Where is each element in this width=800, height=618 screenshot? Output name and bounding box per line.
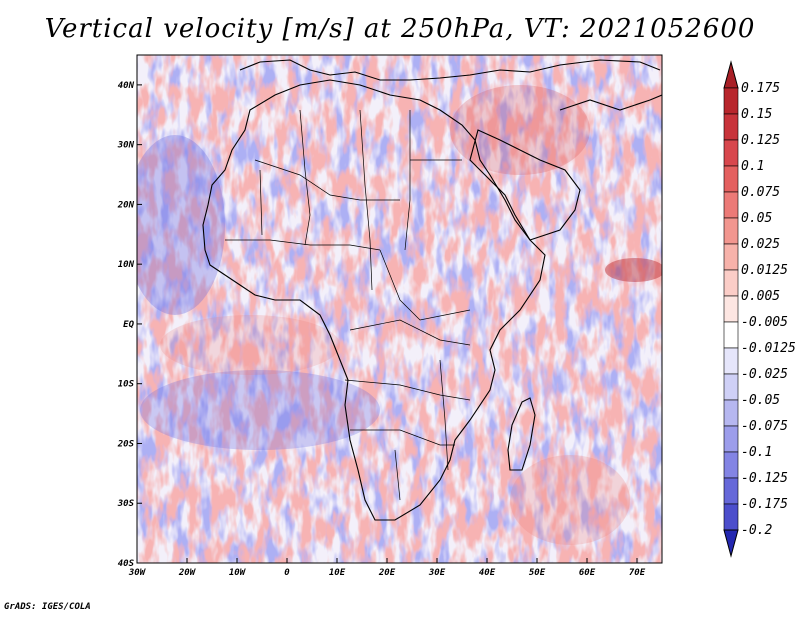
- colorbar-swatch: [723, 399, 739, 427]
- colorbar-label: 0.075: [741, 185, 780, 200]
- colorbar-swatch: [723, 87, 739, 115]
- colorbar-swatch: [723, 477, 739, 505]
- colorbar-swatch: [723, 373, 739, 401]
- colorbar-swatch: [723, 295, 739, 323]
- coastlines: [202, 59, 662, 521]
- y-tick-label: 40N: [118, 81, 135, 91]
- colorbar-label: -0.05: [741, 393, 780, 408]
- colorbar-swatch: [723, 243, 739, 271]
- y-tick-label: 40S: [118, 559, 135, 569]
- colorbar-label: 0.175: [741, 81, 780, 96]
- colorbar-label: 0.125: [741, 133, 780, 148]
- colorbar-label: 0.025: [741, 237, 780, 252]
- colorbar-swatch: [723, 451, 739, 479]
- x-tick-label: 10E: [329, 568, 346, 578]
- colorbar-swatch: [723, 347, 739, 375]
- colorbar-label: -0.025: [741, 367, 788, 382]
- x-tick-label: 60E: [579, 568, 596, 578]
- colorbar-swatch: [723, 425, 739, 453]
- colorbar-label: -0.005: [741, 315, 788, 330]
- y-tick-label: 20S: [117, 439, 135, 449]
- colorbar-label: 0.0125: [741, 263, 788, 278]
- colorbar-label: -0.0125: [741, 341, 796, 356]
- y-tick-label: 20N: [117, 200, 135, 210]
- colorbar-label: 0.005: [741, 289, 780, 304]
- x-tick-label: 50E: [529, 568, 546, 578]
- velocity-field: [137, 55, 662, 563]
- x-tick-label: 40E: [479, 568, 496, 578]
- colorbar-label: -0.2: [741, 523, 772, 538]
- colorbar-top-triangle: [723, 60, 739, 89]
- colorbar-swatch: [723, 113, 739, 141]
- y-tick-label: 10N: [118, 260, 135, 270]
- y-tick-label: 30S: [117, 499, 135, 509]
- map-title: Vertical velocity [m/s] at 250hPa, VT: 2…: [44, 14, 756, 44]
- colorbar-label: -0.075: [741, 419, 788, 434]
- plot-frame: [136, 54, 663, 564]
- x-tick-label: 10W: [229, 568, 247, 578]
- colorbar-swatch: [723, 191, 739, 219]
- y-tick-label: EQ: [123, 320, 134, 330]
- colorbar-label: -0.125: [741, 471, 788, 486]
- x-tick-label: 20E: [378, 568, 396, 578]
- x-tick-label: 70E: [629, 568, 646, 578]
- x-tick-label: 0: [284, 568, 290, 578]
- country-borders: [225, 109, 471, 501]
- colorbar-label: -0.175: [741, 497, 788, 512]
- colorbar-swatch: [723, 503, 739, 531]
- colorbar-label: 0.15: [741, 107, 772, 122]
- colorbar: 0.175 0.15 0.125 0.1 0.075 0.05 0.025 0.0125 0.0…: [723, 60, 796, 558]
- colorbar-swatch: [723, 165, 739, 193]
- y-axis-ticks: 40N 30N 20N 10N EQ 10S 20S 30S 40S: [117, 81, 142, 569]
- x-tick-label: 20W: [178, 568, 197, 578]
- colorbar-label: 0.05: [741, 211, 772, 226]
- x-tick-label: 30E: [428, 568, 446, 578]
- colorbar-swatch: [723, 321, 739, 349]
- colorbar-swatch: [723, 139, 739, 167]
- colorbar-swatch: [723, 217, 739, 245]
- colorbar-label: 0.1: [741, 159, 764, 174]
- colorbar-swatch: [723, 269, 739, 297]
- y-tick-label: 30N: [117, 141, 135, 151]
- colorbar-label: -0.1: [741, 445, 772, 460]
- x-tick-label: 30W: [128, 568, 147, 578]
- y-tick-label: 10S: [118, 380, 135, 390]
- colorbar-bottom-triangle: [723, 529, 739, 558]
- x-axis-ticks: 30W 20W 10W 0 10E 20E 30E 40E 50E 60E 70E: [128, 558, 646, 578]
- credit-label: GrADS: IGES/COLA: [4, 602, 91, 612]
